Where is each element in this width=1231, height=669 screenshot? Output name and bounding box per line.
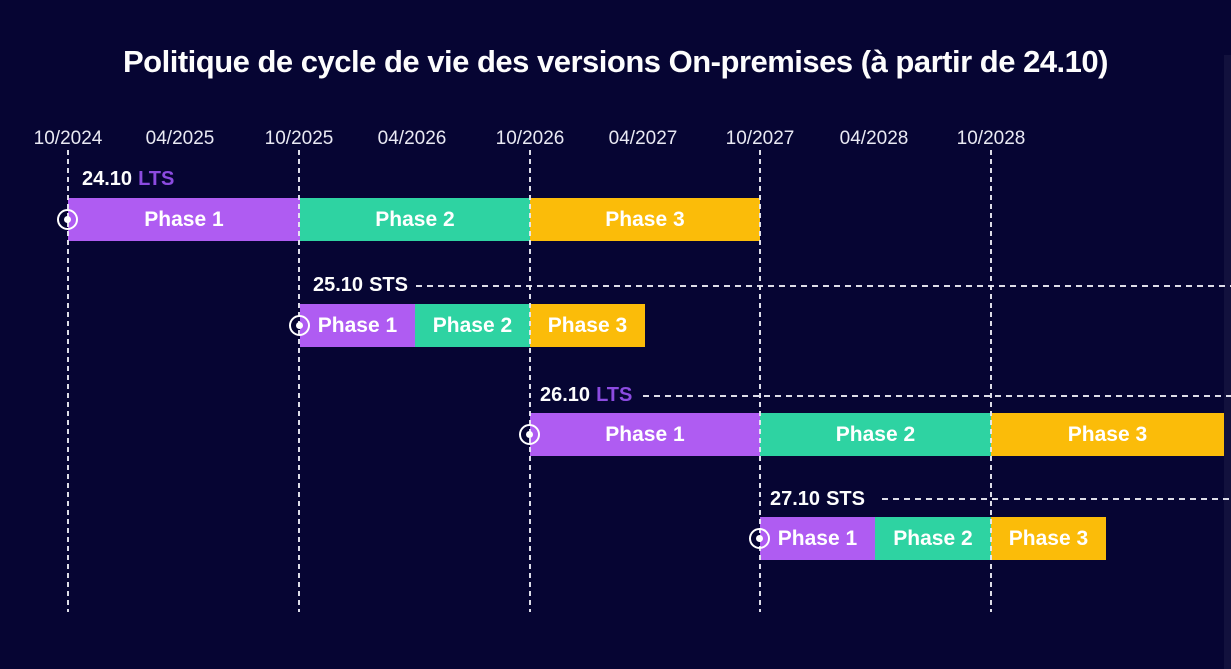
phase-bar: Phase 1 [300,304,415,347]
phase-bar: Phase 2 [300,198,530,241]
x-tick-label: 10/2026 [495,128,565,149]
phase-bar: Phase 3 [991,413,1224,456]
x-tick-label: 04/2025 [145,128,215,149]
phase-bar-label: Phase 2 [893,526,973,550]
marker-dot [756,535,763,542]
start-marker-icon [289,315,310,336]
phase-bar: Phase 3 [530,304,645,347]
phase-bar-label: Phase 1 [144,207,224,231]
x-tick-label: 10/2028 [956,128,1026,149]
release-type: LTS [138,168,175,190]
phase-bar: Phase 2 [415,304,530,347]
x-tick-label: 04/2027 [608,128,678,149]
phase-bar: Phase 3 [530,198,760,241]
release-version: 24.10 [82,168,133,190]
phase-bar-label: Phase 3 [547,313,628,337]
x-tick-label: 04/2028 [839,128,909,149]
right-edge-band [1224,55,1231,669]
phase-bar-label: Phase 3 [1008,526,1089,550]
phase-bar-label: Phase 3 [605,207,685,231]
marker-dot [64,216,71,223]
start-marker-icon [749,528,770,549]
row-extension-dashed-line [416,285,1231,287]
release-type: STS [369,274,408,296]
gridline-10-2027 [759,150,761,612]
gridline-10-2026 [529,150,531,612]
gridline-10-2028 [990,150,992,612]
chart-title: Politique de cycle de vie des versions O… [123,44,1108,79]
phase-bar-label: Phase 2 [375,207,455,231]
start-marker-icon [519,424,540,445]
x-tick-label: 10/2025 [264,128,334,149]
release-version: 25.10 [313,274,364,296]
phase-bar-label: Phase 2 [432,313,513,337]
phase-bar: Phase 1 [68,198,300,241]
phase-bar: Phase 1 [530,413,760,456]
phase-bar-label: Phase 1 [317,313,398,337]
release-version: 26.10 [540,384,591,406]
row-extension-dashed-line [643,395,1231,397]
phase-bar-label: Phase 2 [835,422,916,446]
release-type: STS [826,488,865,510]
phase-bar-label: Phase 1 [777,526,858,550]
phase-bar: Phase 1 [760,517,875,560]
marker-dot [526,431,533,438]
release-label: 26.10 LTS [540,384,632,407]
start-marker-icon [57,209,78,230]
release-label: 25.10 STS [313,274,408,297]
phase-bar: Phase 3 [991,517,1106,560]
gridline-10-2025 [298,150,300,612]
release-type: LTS [596,384,633,406]
x-tick-label: 10/2024 [33,128,103,149]
x-tick-label: 04/2026 [377,128,447,149]
phase-bar: Phase 2 [875,517,991,560]
row-extension-dashed-line [882,498,1231,500]
release-label: 27.10 STS [770,488,865,511]
phase-bar: Phase 2 [760,413,991,456]
release-label: 24.10 LTS [82,168,174,191]
marker-dot [296,322,303,329]
x-tick-label: 10/2027 [725,128,795,149]
release-version: 27.10 [770,488,821,510]
phase-bar-label: Phase 3 [1067,422,1148,446]
gridline-10-2024 [67,150,69,612]
phase-bar-label: Phase 1 [605,422,685,446]
